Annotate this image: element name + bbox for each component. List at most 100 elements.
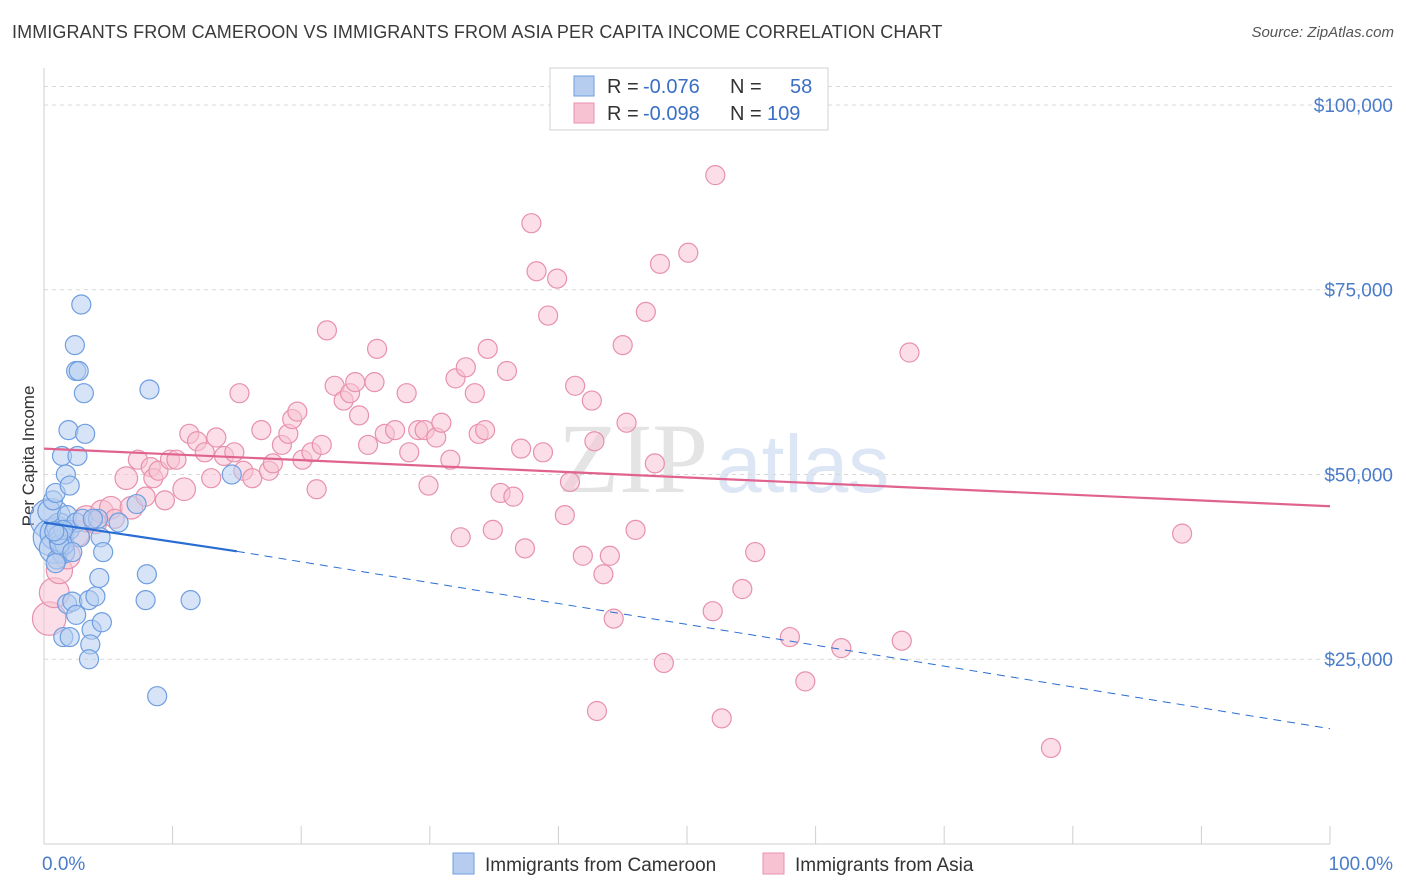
asia-point-66 (474, 420, 496, 441)
asia-point-33 (262, 453, 284, 474)
asia-point-80 (559, 471, 581, 492)
y-tick-label-1: $50,000 (1324, 465, 1393, 486)
bottom-legend-label-cameroon: Immigrants from Cameroon (485, 855, 716, 876)
cameroon-point-47 (135, 590, 156, 611)
asia-point-85 (593, 564, 614, 585)
correlation-legend: R = -0.076 N = 58 R = -0.098 N = 109 (549, 67, 829, 131)
asia-point-100 (745, 541, 766, 563)
cameroon-points (29, 294, 242, 707)
asia-point-53 (396, 383, 417, 404)
cameroon-point-26 (73, 383, 94, 404)
legend-n-label-asia: N = (730, 103, 762, 125)
legend-r-label-cameroon: R = (607, 76, 639, 98)
cameroon-point-19 (59, 475, 80, 496)
asia-point-68 (482, 519, 503, 541)
bottom-legend-label-asia: Immigrants from Asia (795, 855, 974, 876)
asia-point-20 (172, 477, 197, 502)
asia-point-78 (547, 268, 568, 289)
trend-lines (43, 447, 1331, 730)
asia-point-60 (440, 449, 461, 470)
asia-point-27 (224, 442, 245, 463)
legend-r-label-asia: R = (607, 103, 639, 125)
asia-point-83 (581, 390, 602, 411)
asia-point-42 (316, 320, 338, 341)
asia-point-93 (649, 253, 671, 274)
asia-point-54 (399, 442, 420, 463)
asia-point-101 (779, 626, 800, 648)
asia-point-108 (586, 700, 608, 722)
asia-point-71 (503, 486, 524, 507)
asia-point-86 (599, 545, 620, 566)
cameroon-point-39 (139, 379, 160, 400)
watermark-atlas: atlas (716, 419, 889, 510)
asia-point-70 (496, 360, 518, 382)
y-axis-label: Per Capita Income (19, 386, 38, 527)
asia-point-17 (154, 490, 175, 511)
y-tick-label-0: $25,000 (1324, 650, 1393, 671)
asia-point-88 (612, 335, 633, 356)
cameroon-point-24 (64, 335, 85, 356)
asia-point-63 (455, 357, 476, 378)
asia-point-67 (477, 338, 498, 359)
asia-point-46 (345, 371, 366, 393)
asia-point-72 (511, 438, 532, 459)
asia-point-94 (653, 652, 674, 674)
legend-n-label-cameroon: N = (730, 76, 762, 98)
cameroon-point-31 (85, 586, 106, 607)
legend-swatch-asia (573, 102, 595, 124)
asia-point-81 (565, 375, 586, 396)
cameroon-point-57 (44, 521, 65, 542)
asia-point-59 (431, 412, 452, 433)
asia-point-98 (711, 708, 732, 729)
bottom-legend-swatch-asia (762, 852, 785, 875)
cameroon-point-46 (136, 564, 157, 585)
cameroon-point-32 (66, 604, 87, 625)
asia-point-25 (206, 427, 227, 448)
cameroon-point-44 (89, 567, 110, 589)
y-tick-labels: $25,000 $50,000 $75,000 $100,000 (1314, 96, 1393, 671)
asia-point-41 (311, 434, 332, 456)
cameroon-point-27 (71, 294, 92, 315)
asia-point-76 (532, 442, 554, 463)
asia-point-28 (229, 383, 250, 404)
asia-point-82 (572, 545, 593, 566)
cameroon-point-53 (62, 541, 83, 563)
asia-point-31 (251, 420, 272, 441)
asia-point-107 (1172, 523, 1193, 544)
legend-swatch-cameroon (573, 75, 595, 97)
asia-point-91 (635, 301, 656, 322)
asia-point-90 (625, 519, 646, 541)
y-tick-label-3: $100,000 (1314, 96, 1393, 117)
cameroon-point-22 (75, 423, 96, 444)
asia-point-102 (795, 671, 816, 692)
cameroon-point-25 (68, 360, 89, 382)
asia-point-19 (166, 449, 187, 470)
asia-point-106 (1040, 737, 1062, 759)
asia-point-40 (306, 479, 327, 500)
x-ticks: 0.0% 100.0% (42, 826, 1393, 875)
cameroon-point-50 (221, 464, 242, 485)
legend-r-value-asia: -0.098 (643, 103, 700, 125)
asia-point-96 (702, 601, 723, 622)
cameroon-point-34 (91, 612, 112, 633)
source-note: Source: ZipAtlas.com (1251, 24, 1394, 41)
asia-point-24 (201, 468, 222, 489)
asia-trend-line (43, 447, 1331, 508)
asia-point-99 (732, 578, 753, 600)
cameroon-point-48 (180, 590, 201, 611)
page-title: IMMIGRANTS FROM CAMEROON VS IMMIGRANTS F… (12, 22, 943, 42)
asia-point-75 (526, 261, 547, 282)
asia-point-89 (616, 412, 637, 433)
asia-point-92 (644, 453, 665, 474)
y-tick-label-2: $75,000 (1324, 281, 1393, 302)
cameroon-point-49 (147, 686, 168, 707)
asia-point-74 (521, 213, 542, 234)
asia-point-10 (114, 466, 139, 491)
legend-r-value-cameroon: -0.076 (643, 76, 700, 98)
cameroon-point-38 (78, 649, 100, 670)
asia-point-49 (364, 371, 385, 393)
asia-point-48 (357, 434, 379, 456)
asia-point-79 (554, 505, 575, 526)
asia-point-57 (418, 475, 439, 496)
cameroon-trend-extension (236, 550, 1331, 730)
